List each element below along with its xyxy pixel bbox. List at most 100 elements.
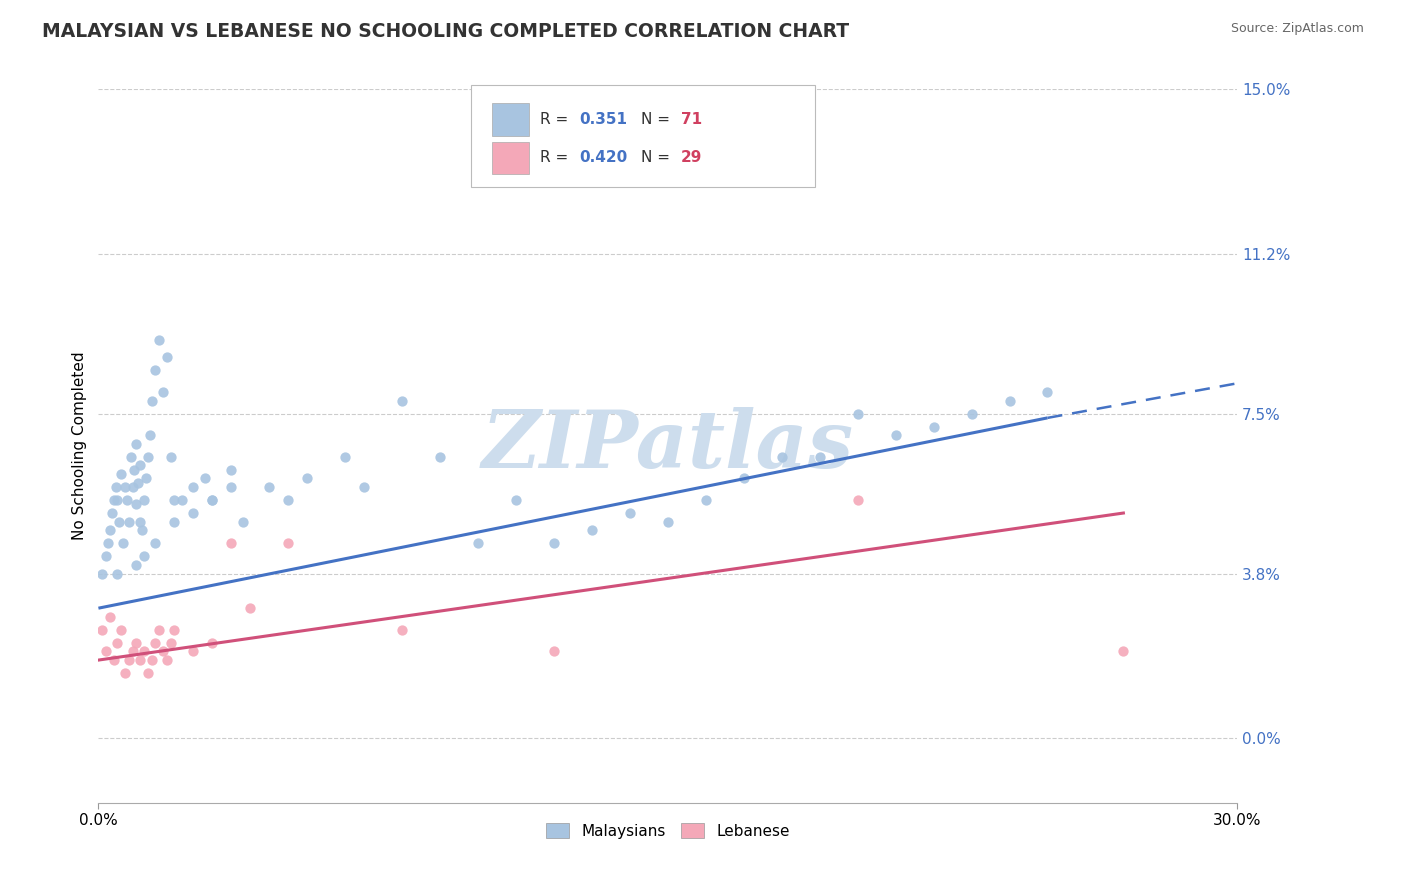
Point [129, 458, 152, 473]
Point [98, 524, 121, 538]
Point [183, 480, 205, 494]
Point [125, 497, 148, 511]
Point [103, 653, 125, 667]
Point [132, 549, 155, 564]
Point [132, 644, 155, 658]
Point [695, 493, 717, 508]
Point [141, 393, 163, 408]
Point [132, 493, 155, 508]
Point [221, 536, 243, 550]
Point [125, 437, 148, 451]
Point [91, 566, 114, 581]
Text: 0.420: 0.420 [579, 151, 627, 165]
Point [201, 493, 224, 508]
Y-axis label: No Schooling Completed: No Schooling Completed [72, 351, 87, 541]
Point [120, 450, 142, 464]
Point [91, 623, 114, 637]
Legend: Malaysians, Lebanese: Malaysians, Lebanese [540, 817, 796, 845]
Point [125, 636, 148, 650]
Point [121, 644, 143, 658]
Point [846, 407, 869, 421]
Point [335, 450, 357, 464]
Point [1036, 384, 1059, 399]
Point [152, 384, 174, 399]
Point [353, 480, 375, 494]
Point [201, 636, 224, 650]
Point [884, 428, 907, 442]
Point [135, 471, 157, 485]
Point [391, 623, 413, 637]
Point [183, 506, 205, 520]
Point [148, 623, 170, 637]
Point [159, 450, 181, 464]
Point [107, 493, 129, 508]
Point [110, 623, 132, 637]
Point [846, 493, 869, 508]
Point [152, 644, 174, 658]
Point [277, 493, 299, 508]
Point [277, 536, 299, 550]
Point [170, 493, 193, 508]
Text: 0.351: 0.351 [579, 112, 627, 127]
Point [733, 471, 755, 485]
Point [543, 644, 565, 658]
Point [121, 480, 143, 494]
Point [108, 515, 131, 529]
Point [505, 493, 527, 508]
Point [156, 351, 179, 365]
Point [429, 450, 451, 464]
Point [118, 653, 141, 667]
Point [98, 610, 121, 624]
Point [232, 515, 254, 529]
Point [619, 506, 641, 520]
Text: N =: N = [641, 112, 675, 127]
Point [114, 666, 136, 681]
Point [657, 515, 679, 529]
Point [183, 644, 205, 658]
Point [112, 536, 135, 550]
Text: 29: 29 [681, 151, 702, 165]
Point [922, 419, 945, 434]
Point [136, 666, 159, 681]
Point [467, 536, 489, 550]
Point [1112, 644, 1135, 658]
Point [770, 450, 793, 464]
Point [163, 493, 186, 508]
Point [136, 450, 159, 464]
Text: ZIPatlas: ZIPatlas [482, 408, 853, 484]
Point [201, 493, 224, 508]
Point [131, 524, 153, 538]
Text: R =: R = [540, 112, 574, 127]
Text: R =: R = [540, 151, 574, 165]
Point [107, 636, 129, 650]
Text: MALAYSIAN VS LEBANESE NO SCHOOLING COMPLETED CORRELATION CHART: MALAYSIAN VS LEBANESE NO SCHOOLING COMPL… [42, 22, 849, 41]
Point [141, 653, 163, 667]
Point [107, 566, 129, 581]
Point [159, 636, 181, 650]
Point [145, 363, 167, 377]
Point [391, 393, 413, 408]
Text: 71: 71 [681, 112, 702, 127]
Point [125, 558, 148, 572]
Point [100, 506, 122, 520]
Point [194, 471, 217, 485]
Point [114, 480, 136, 494]
Text: N =: N = [641, 151, 675, 165]
Text: Source: ZipAtlas.com: Source: ZipAtlas.com [1230, 22, 1364, 36]
Point [960, 407, 983, 421]
Point [127, 475, 149, 490]
Point [998, 393, 1021, 408]
Point [239, 601, 262, 615]
Point [145, 636, 167, 650]
Point [163, 623, 186, 637]
Point [94, 549, 117, 564]
Point [808, 450, 831, 464]
Point [124, 463, 146, 477]
Point [148, 333, 170, 347]
Point [145, 536, 167, 550]
Point [97, 536, 120, 550]
Point [129, 515, 152, 529]
Point [94, 644, 117, 658]
Point [297, 471, 319, 485]
Point [581, 524, 603, 538]
